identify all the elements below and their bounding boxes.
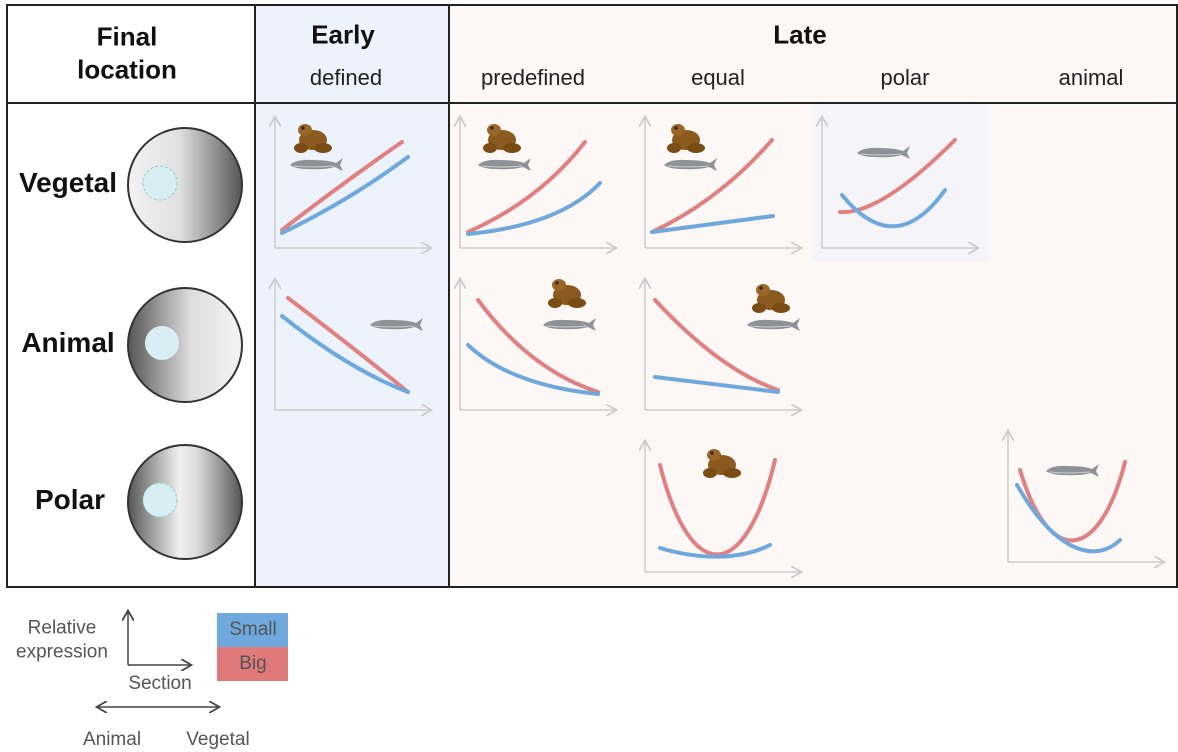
direction-vegetal: Vegetal (186, 729, 249, 751)
early-column-bg (255, 5, 449, 587)
column-label: polar (881, 65, 930, 91)
row-label: Vegetal (19, 167, 117, 199)
nucleus (143, 483, 177, 517)
nucleus (145, 326, 179, 360)
legend-y-label: Relative expression (7, 616, 117, 664)
egg-animal (128, 288, 242, 402)
legend-x-label: Section (128, 673, 191, 695)
legend-small: Small (229, 619, 277, 641)
column-label: animal (1059, 65, 1124, 91)
diagram (0, 0, 1178, 752)
row-label: Animal (21, 327, 114, 359)
figure: Final location Early defined Late predef… (0, 0, 1178, 752)
header-early: Early (311, 20, 375, 51)
header-final-location: Final location (67, 21, 187, 86)
row-label: Polar (35, 484, 105, 516)
legend-big: Big (239, 653, 266, 675)
direction-animal: Animal (83, 729, 141, 751)
nucleus (143, 166, 177, 200)
column-label: equal (691, 65, 745, 91)
column-label: predefined (481, 65, 585, 91)
cell-highlight (812, 104, 990, 262)
header-late: Late (773, 20, 826, 51)
column-label: defined (310, 65, 382, 91)
